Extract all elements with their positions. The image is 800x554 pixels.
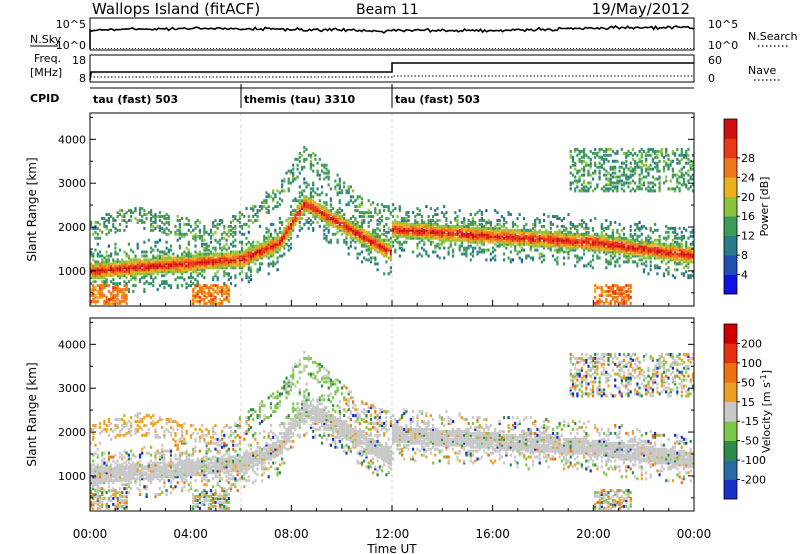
colorbar-tick-label: 100 <box>741 357 762 370</box>
colorbar-swatch <box>724 235 737 256</box>
nave-tick-bottom: 0 <box>708 72 715 85</box>
colorbar-tick-label: -50 <box>741 435 759 448</box>
nsky-line <box>89 24 695 49</box>
y-axis-label: Slant Range [km] <box>25 157 39 261</box>
colorbar-swatch <box>724 401 737 422</box>
colorbar-tick-label: 24 <box>741 171 755 184</box>
colorbar-swatch <box>724 119 737 139</box>
colorbar-tick-label: 20 <box>741 191 755 204</box>
colorbar-swatch <box>724 274 737 295</box>
station-title: Wallops Island (fitACF) <box>92 0 260 18</box>
x-tick-label: 20:00 <box>576 527 611 541</box>
velocity-panel: 1000 2000 3000 4000 Slant Range [km] 200 100 50… <box>25 317 773 512</box>
x-axis: 00:00 04:00 08:00 12:00 16:00 20:00 00:00 <box>73 527 712 541</box>
colorbar-swatch <box>724 479 737 500</box>
freq-frame <box>89 54 695 83</box>
colorbar-swatch <box>724 460 737 480</box>
beam-title: Beam 11 <box>356 2 419 18</box>
y-tick-label: 3000 <box>58 177 86 190</box>
y-tick-label: 4000 <box>58 338 86 351</box>
colorbar-swatch <box>724 324 737 344</box>
colorbar-swatch <box>724 138 737 159</box>
nave-line <box>90 75 694 78</box>
freq-panel: Freq. [MHz] 18 8 60 0 Nave <box>30 52 782 85</box>
cpid-segment-label: tau (fast) 503 <box>395 93 480 106</box>
x-tick-label: 00:00 <box>677 527 712 541</box>
colorbar-label: Velocity [m s-1] <box>759 370 773 453</box>
nave-label: Nave <box>748 64 776 77</box>
y-tick-label: 1000 <box>58 470 86 483</box>
colorbar-swatch <box>724 440 737 461</box>
y-axis-label: Slant Range [km] <box>25 362 39 466</box>
nsky-panel: N.Sky 10^5 10^0 10^5 10^0 N.Search <box>30 17 798 52</box>
colorbar-tick-label: 4 <box>741 269 748 282</box>
x-tick-label: 12:00 <box>375 527 410 541</box>
power-panel: 1000 2000 3000 4000 Slant Range [km] 4 8 12 16 20… <box>25 112 771 307</box>
colorbar-tick-label: -15 <box>741 415 759 428</box>
y-tick-label: 1000 <box>58 265 86 278</box>
nsearch-tick-top: 10^5 <box>708 18 738 31</box>
nsearch-tick-bottom: 10^0 <box>708 39 738 52</box>
date-title: 19/May/2012 <box>592 0 690 18</box>
x-tick-label: 00:00 <box>73 527 108 541</box>
freq-unit: [MHz] <box>30 66 62 79</box>
colorbar-swatch <box>724 157 737 178</box>
cpid-segment-label: themis (tau) 3310 <box>244 93 356 106</box>
freq-line <box>89 62 694 81</box>
freq-tick-bottom: 8 <box>79 72 86 85</box>
colorbar-swatch <box>724 196 737 217</box>
x-tick-label: 04:00 <box>173 527 208 541</box>
colorbar-swatch <box>724 216 737 236</box>
heatmap-cells <box>90 145 694 305</box>
nsky-label: N.Sky <box>30 33 62 46</box>
colorbar-swatch <box>724 382 737 403</box>
nsearch-label: N.Search <box>748 30 798 43</box>
colorbar-tick-label: 200 <box>741 337 762 350</box>
colorbar-tick-label: 28 <box>741 152 755 165</box>
colorbar-frame <box>723 323 738 500</box>
colorbar-tick-label: 12 <box>741 230 755 243</box>
freq-tick-top: 18 <box>72 54 86 67</box>
colorbar-tick-label: -100 <box>741 454 766 467</box>
colorbar-swatch <box>724 343 737 364</box>
y-tick-label: 3000 <box>58 382 86 395</box>
freq-label: Freq. <box>34 52 61 65</box>
colorbar-tick-label: -200 <box>741 474 766 487</box>
x-tick-label: 08:00 <box>274 527 309 541</box>
colorbar-frame <box>723 118 738 295</box>
cpid-label: CPID <box>30 92 59 105</box>
x-tick-label: 16:00 <box>475 527 510 541</box>
colorbar-label: Power [dB] <box>758 177 771 237</box>
colorbar-swatch <box>724 362 737 383</box>
y-tick-label: 2000 <box>58 426 86 439</box>
y-tick-label: 4000 <box>58 133 86 146</box>
colorbar-tick-label: 16 <box>741 210 755 223</box>
cpid-segment-label: tau (fast) 503 <box>93 93 178 106</box>
x-axis-label: Time UT <box>366 542 417 554</box>
nave-tick-top: 60 <box>708 54 722 67</box>
colorbar-tick-label: 50 <box>741 376 755 389</box>
nsky-tick-bottom: 10^0 <box>56 39 86 52</box>
nsky-tick-top: 10^5 <box>56 18 86 31</box>
colorbar-tick-label: 15 <box>741 396 755 409</box>
colorbar-swatch <box>724 421 737 441</box>
y-tick-label: 2000 <box>58 221 86 234</box>
colorbar-tick-label: 8 <box>741 249 748 262</box>
nsky-frame <box>89 17 695 51</box>
colorbar-swatch <box>724 177 737 198</box>
heatmap-cells <box>90 350 694 510</box>
colorbar-swatch <box>724 255 737 275</box>
cpid-panel: CPID tau (fast) 503 themis (tau) 3310 tau … <box>30 84 694 108</box>
